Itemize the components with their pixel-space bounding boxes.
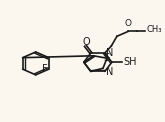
Text: N: N bbox=[106, 67, 114, 77]
Text: SH: SH bbox=[124, 57, 137, 67]
Text: O: O bbox=[125, 19, 132, 28]
Text: F: F bbox=[42, 64, 47, 74]
Text: S: S bbox=[104, 53, 110, 63]
Text: N: N bbox=[106, 48, 114, 58]
Text: CH₃: CH₃ bbox=[146, 25, 162, 34]
Text: O: O bbox=[82, 37, 90, 47]
